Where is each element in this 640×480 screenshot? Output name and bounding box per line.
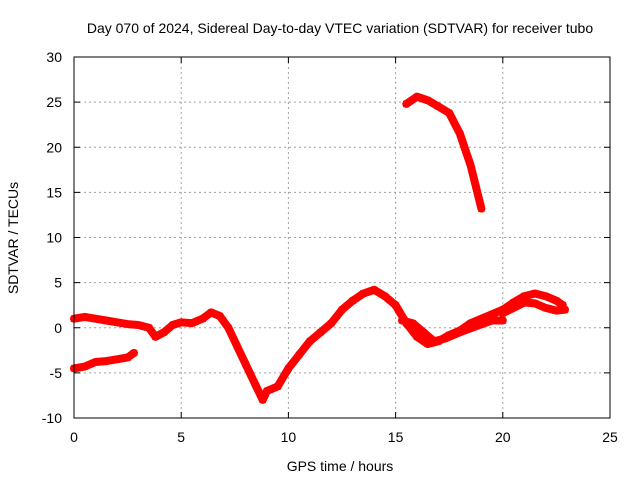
data-point [81,313,89,321]
data-point [430,337,438,345]
data-point [542,292,550,300]
data-point [81,363,89,371]
y-tick-label: 30 [46,49,62,65]
y-tick-label: 5 [54,275,62,291]
data-point [177,318,185,326]
data-point [552,307,560,315]
data-point [199,315,207,323]
data-point [542,304,550,312]
data-point [467,161,475,169]
data-point [241,360,250,368]
data-points [70,92,569,404]
data-point [413,93,421,101]
x-tick-label: 15 [388,429,404,445]
x-tick-label: 0 [70,429,78,445]
data-point [233,342,241,350]
data-point [419,328,428,336]
y-tick-label: 15 [46,184,62,200]
series-secondary-mid-track [398,316,507,346]
data-point [134,321,142,329]
y-axis-label: SDTVAR / TECUs [5,182,21,294]
x-tick-label: 20 [495,429,511,445]
data-point [520,292,528,300]
data-point [124,320,132,328]
data-point [263,387,271,395]
data-point [295,351,303,359]
series-secondary-low-track [70,349,138,373]
series-secondary-right-track [498,298,569,318]
axes: 0 5 10 15 20 25 -10 -5 0 5 10 15 20 25 30 [42,49,618,445]
data-point [370,286,378,294]
data-point [441,335,449,343]
data-point [216,312,224,320]
y-tick-label: -5 [50,365,63,381]
data-point [434,103,443,111]
data-point [91,358,99,366]
y-tick-label: 10 [46,230,62,246]
data-point [531,299,539,307]
data-point [381,292,389,300]
data-point [392,301,400,309]
chart-title: Day 070 of 2024, Sidereal Day-to-day VTE… [87,20,594,36]
y-tick-label: 0 [54,320,62,336]
data-point [520,298,528,307]
data-point [552,297,560,305]
data-point [531,289,539,297]
data-point [359,289,367,297]
data-point [188,319,196,327]
data-point [561,306,569,314]
data-point [338,306,346,314]
data-point [398,316,406,325]
data-point [413,333,421,341]
data-point [327,319,335,327]
data-point [284,364,292,372]
data-point [113,318,121,326]
data-point [91,315,99,323]
data-point [169,321,177,329]
data-point [102,357,110,365]
data-point [317,328,325,336]
data-point [102,316,110,325]
series-line-main-track [70,285,567,404]
data-point [473,322,481,330]
data-point [488,310,496,318]
y-tick-label: 25 [46,94,62,110]
data-point [477,205,485,213]
gridlines [74,57,610,418]
data-point [424,96,432,104]
x-tick-label: 5 [177,429,185,445]
data-point [124,354,132,362]
data-point [445,109,453,117]
data-point [151,333,160,341]
data-point [306,337,314,345]
data-point [130,349,138,357]
data-point [160,328,168,336]
data-point [113,355,121,363]
data-point [145,324,153,332]
x-tick-label: 10 [281,429,297,445]
data-point [224,324,232,332]
series-line-high-track [402,92,486,213]
y-tick-label: -10 [42,410,62,426]
data-point [456,130,464,138]
data-point [259,396,267,404]
data-point [252,382,260,390]
data-point [207,308,215,316]
data-point [402,100,410,108]
data-point [509,304,518,312]
x-tick-label: 25 [602,429,618,445]
data-point [409,319,417,327]
data-point [499,316,507,325]
data-point [488,316,496,325]
data-point [349,297,357,305]
y-tick-label: 20 [46,139,62,155]
series-high-track [402,92,486,213]
data-point [499,309,507,317]
data-point [456,328,464,336]
series-main-track [70,285,567,404]
data-point [274,382,282,390]
x-axis-label: GPS time / hours [287,458,394,474]
